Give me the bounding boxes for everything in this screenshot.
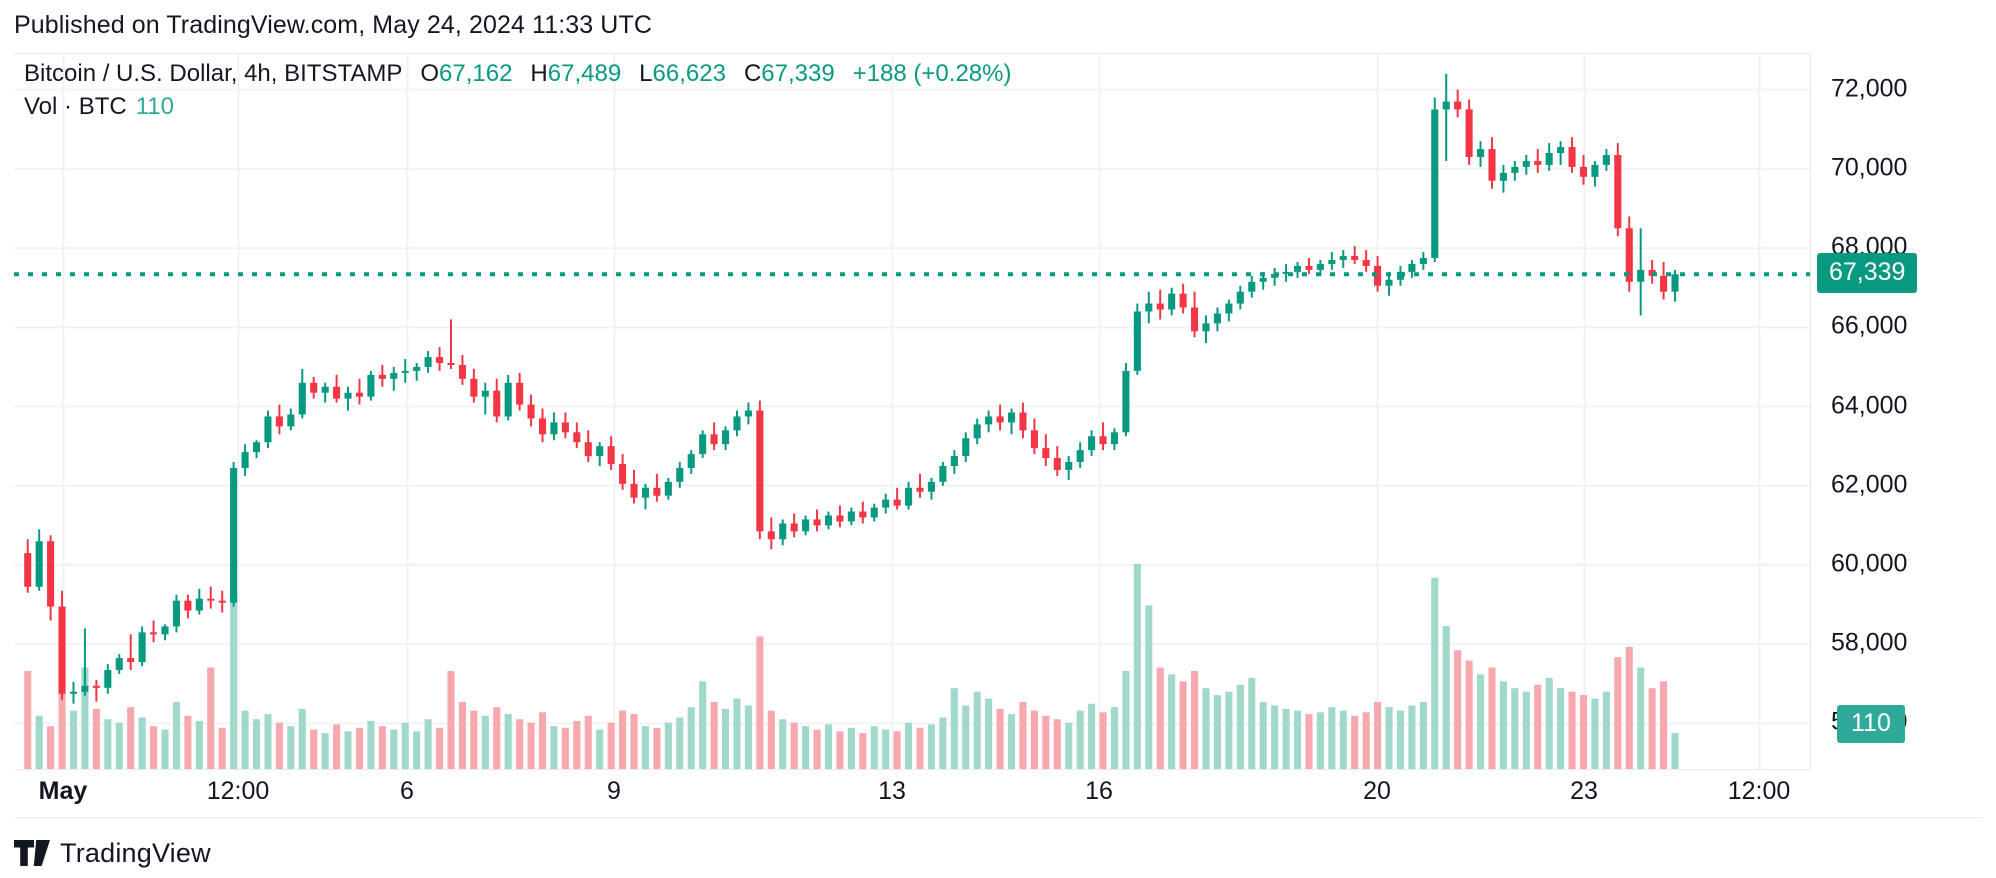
time-tick-label: 12:00: [206, 777, 270, 805]
time-tick-label: May: [38, 777, 88, 805]
chart-container[interactable]: Bitcoin / U.S. Dollar, 4h, BITSTAMP O67,1…: [14, 53, 1982, 770]
chart-gridlines: [14, 54, 1810, 769]
price-tick-label: 62,000: [1831, 470, 1908, 499]
tradingview-wordmark: TradingView: [60, 838, 211, 868]
chart-plot-area[interactable]: [14, 53, 1810, 770]
time-tick-label: 13: [878, 777, 906, 805]
time-tick-label: 12:00: [1727, 777, 1791, 805]
footer-brand: TradingView: [14, 838, 211, 868]
price-tick-label: 58,000: [1831, 628, 1908, 657]
price-tick-label: 64,000: [1831, 391, 1908, 420]
time-tick-label: 23: [1570, 777, 1598, 805]
published-caption: Published on TradingView.com, May 24, 20…: [14, 11, 652, 39]
time-tick-label: 6: [400, 777, 414, 805]
time-tick-label: 9: [607, 777, 621, 805]
current-volume-badge: 110: [1837, 705, 1905, 744]
price-tick-label: 66,000: [1831, 311, 1908, 340]
price-tick-label: 72,000: [1831, 74, 1908, 103]
time-tick-label: 20: [1363, 777, 1391, 805]
price-tick-label: 60,000: [1831, 549, 1908, 578]
price-axis[interactable]: 72,000 70,000 68,000 66,000 64,000 62,000 60,0…: [1810, 53, 1982, 770]
price-tick-label: 70,000: [1831, 153, 1908, 182]
current-price-badge: 67,339: [1817, 253, 1918, 294]
candlestick-series: [14, 73, 1810, 769]
time-axis[interactable]: May 12:00 6 9 13 16 20 23 12:00: [14, 770, 1982, 818]
time-tick-label: 16: [1085, 777, 1113, 805]
tradingview-logo-icon: [14, 840, 50, 866]
